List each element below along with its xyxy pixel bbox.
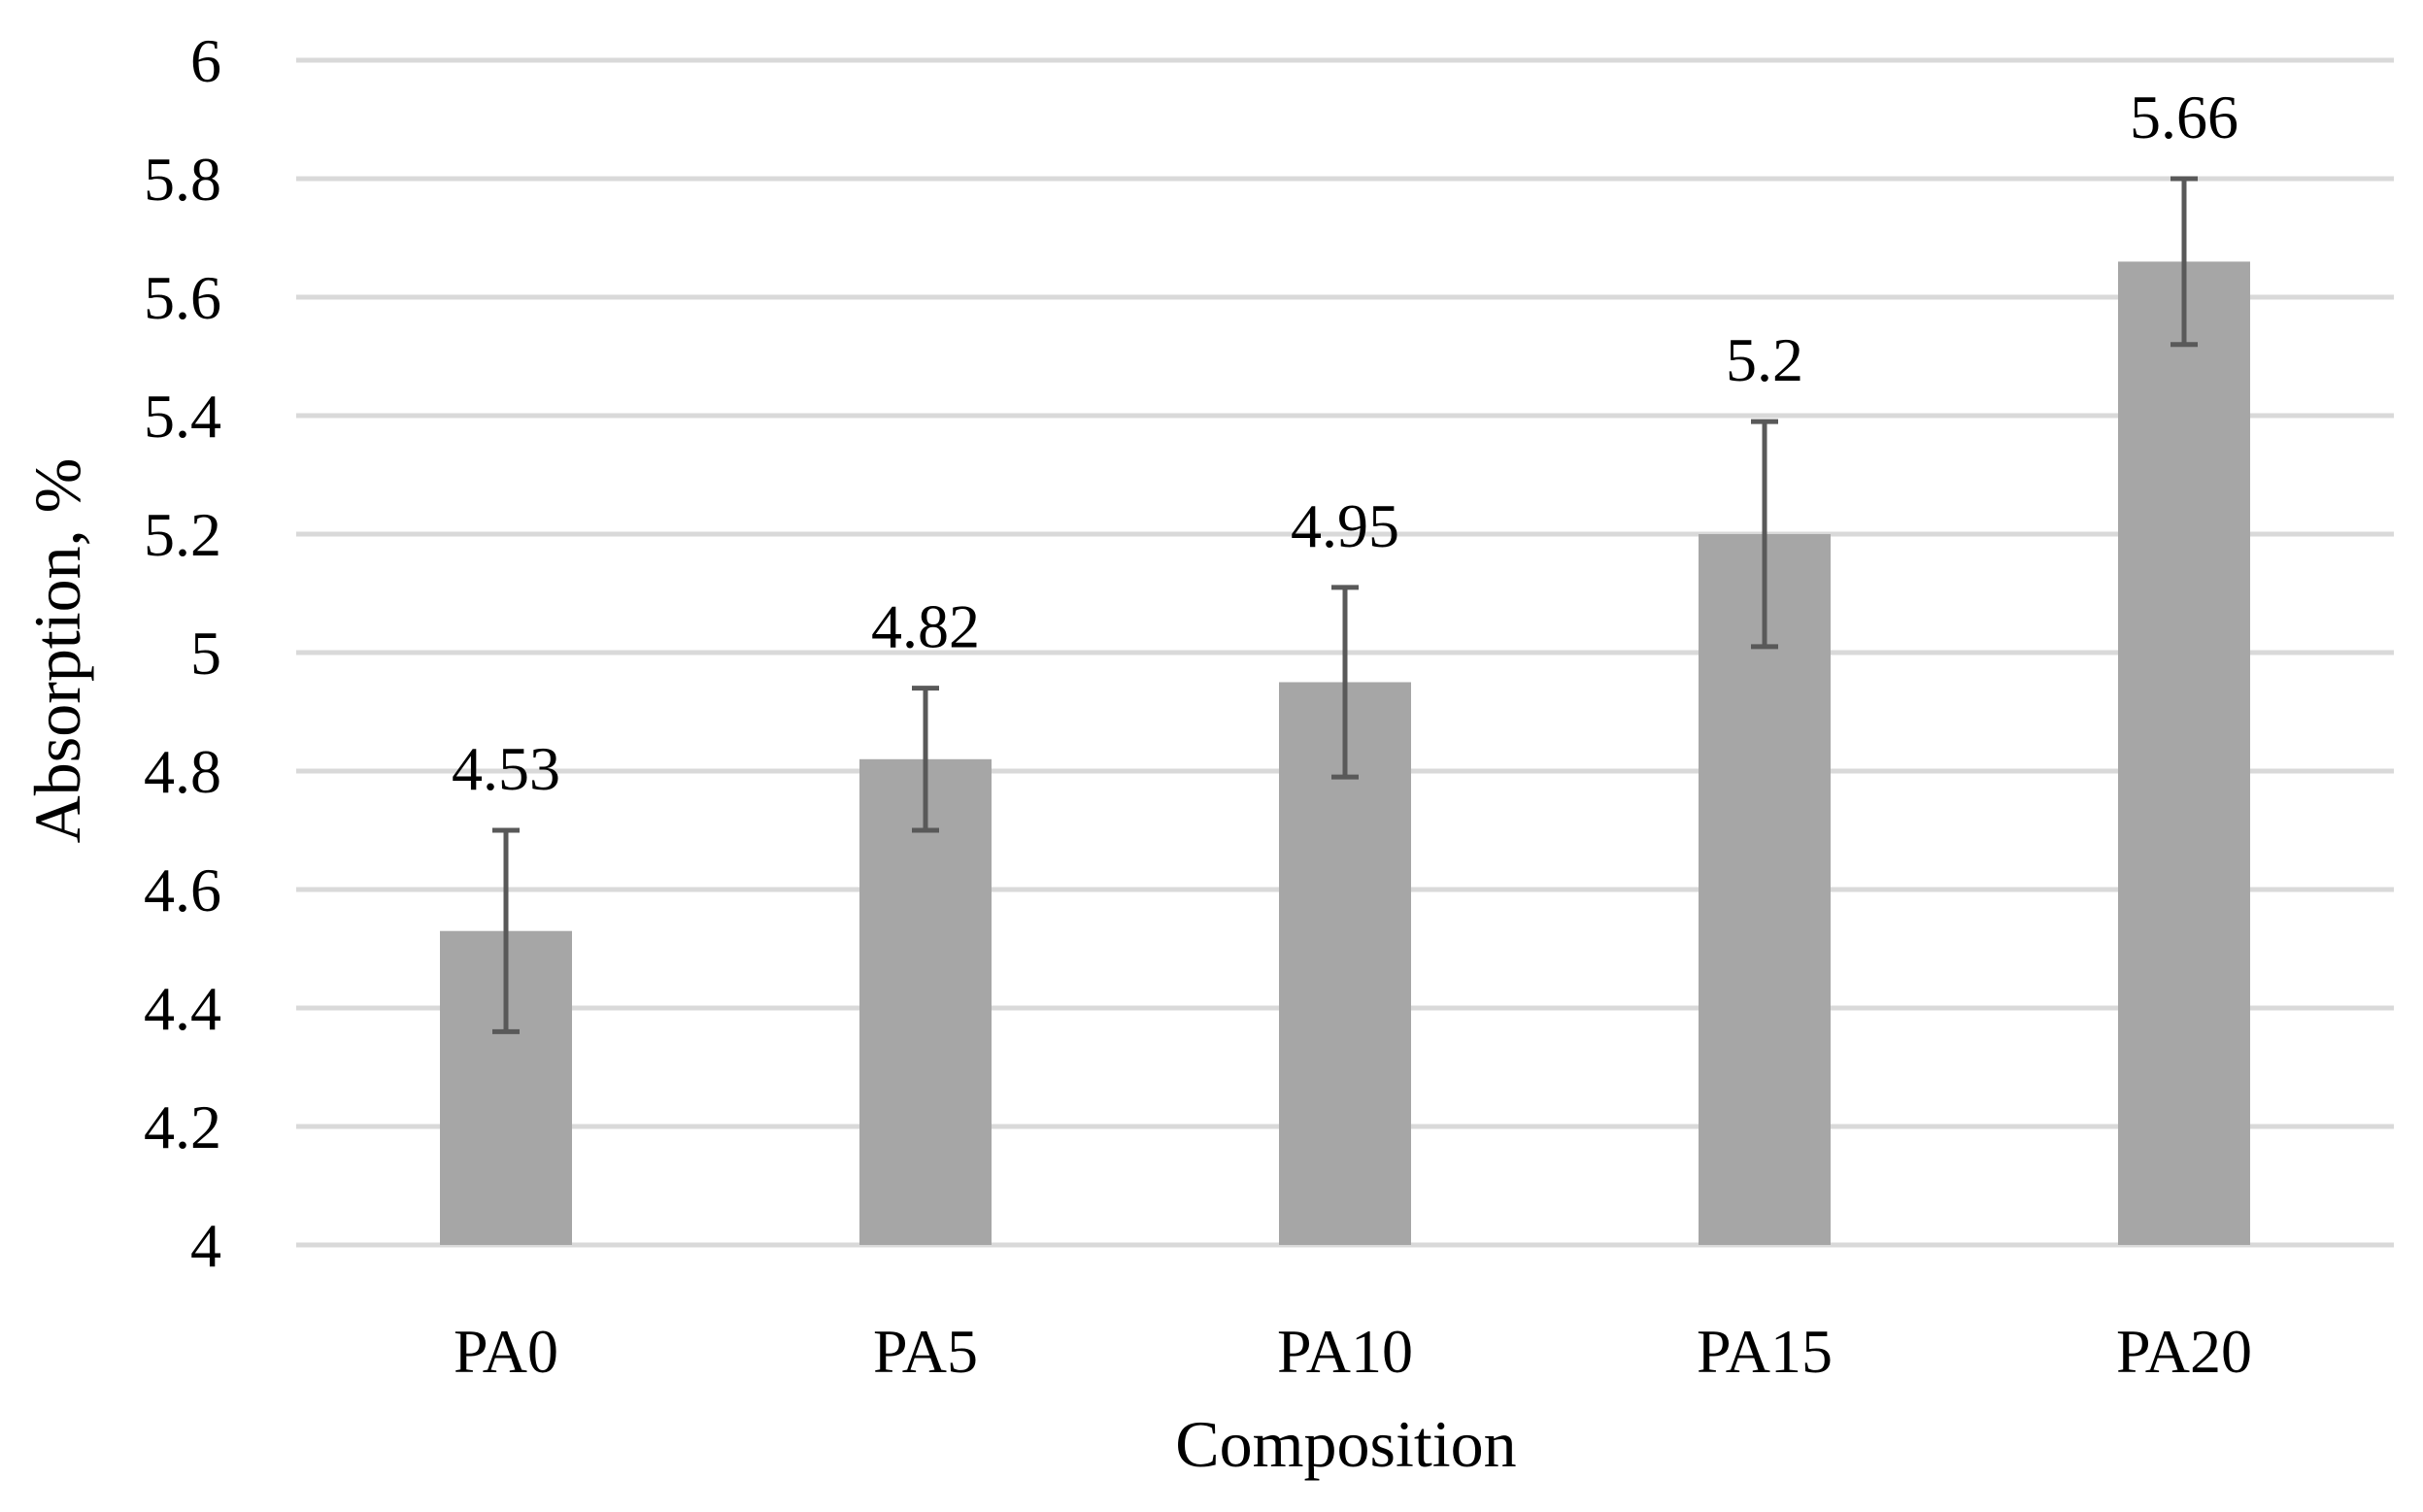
error-bar-pa10 bbox=[1331, 585, 1359, 780]
data-label-pa15: 5.2 bbox=[1726, 325, 1803, 394]
error-bar-pa15 bbox=[1751, 419, 1778, 650]
y-tick-label: 5.2 bbox=[144, 500, 221, 569]
bar-pa15 bbox=[1699, 534, 1831, 1245]
y-tick-label: 4.6 bbox=[144, 856, 221, 924]
data-label-pa0: 4.53 bbox=[452, 734, 560, 803]
y-tick-label: 4.8 bbox=[144, 737, 221, 806]
bars bbox=[440, 261, 2250, 1245]
y-tick-label: 4 bbox=[190, 1211, 221, 1280]
y-tick-label: 5 bbox=[190, 619, 221, 688]
data-label-pa20: 5.66 bbox=[2130, 83, 2238, 151]
y-axis-tick-labels: 4 4.2 4.4 4.6 4.8 5 5.2 5.4 5.6 5.8 6 bbox=[144, 26, 221, 1280]
x-axis-tick-labels: PA0 PA5 PA10 PA15 PA20 bbox=[454, 1317, 2252, 1386]
error-bar-pa5 bbox=[912, 686, 939, 833]
x-tick-label-pa10: PA10 bbox=[1277, 1317, 1413, 1386]
bar-pa5 bbox=[859, 758, 992, 1245]
x-tick-label-pa20: PA20 bbox=[2116, 1317, 2252, 1386]
y-tick-label: 5.6 bbox=[144, 263, 221, 332]
data-labels: 4.53 4.82 4.95 5.2 5.66 bbox=[452, 83, 2238, 803]
data-label-pa5: 4.82 bbox=[871, 592, 980, 661]
y-tick-label: 6 bbox=[190, 26, 221, 95]
error-bars bbox=[492, 176, 2198, 1034]
y-tick-label: 4.2 bbox=[144, 1092, 221, 1161]
error-bar-pa0 bbox=[492, 827, 520, 1034]
error-bar-pa20 bbox=[2171, 176, 2198, 348]
y-tick-label: 5.4 bbox=[144, 382, 221, 451]
x-tick-label-pa15: PA15 bbox=[1697, 1317, 1833, 1386]
x-tick-label-pa0: PA0 bbox=[454, 1317, 558, 1386]
data-label-pa10: 4.95 bbox=[1291, 491, 1399, 560]
x-axis-title: Composition bbox=[1175, 1407, 1516, 1481]
bar-pa20 bbox=[2118, 261, 2250, 1245]
x-tick-label-pa5: PA5 bbox=[873, 1317, 978, 1386]
y-tick-label: 5.8 bbox=[144, 145, 221, 214]
y-axis-title: Absorption, % bbox=[20, 458, 94, 844]
y-tick-label: 4.4 bbox=[144, 974, 221, 1043]
